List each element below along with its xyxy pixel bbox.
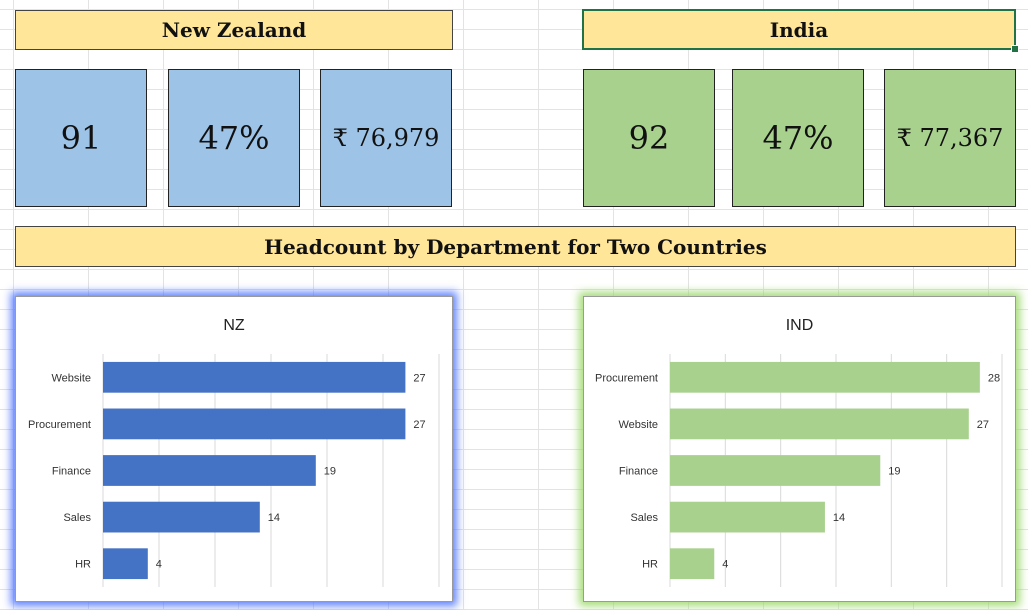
india-category-label: Sales <box>630 512 658 524</box>
india-data-label: 28 <box>988 372 1000 384</box>
nz-data-label: 19 <box>324 466 336 478</box>
india-chart-plot: Procurement 28 Website 27 Finance 19 Sales 14 HR… <box>595 354 1003 587</box>
nz-category-label: Finance <box>52 466 91 478</box>
india-bar-finance[interactable] <box>670 455 881 486</box>
india-kpi-headcount-value: 92 <box>628 119 670 157</box>
india-kpi-percentage-value: 47% <box>762 119 834 157</box>
nz-category-label: Procurement <box>28 419 91 431</box>
selection-fill-handle[interactable] <box>1011 45 1019 53</box>
india-data-label: 14 <box>833 512 845 524</box>
nz-kpi-headcount-value: 91 <box>60 119 102 157</box>
nz-data-label: 27 <box>413 372 425 384</box>
nz-category-label: Website <box>51 372 91 384</box>
india-bar-sales[interactable] <box>670 501 825 533</box>
india-category-label: Finance <box>619 466 658 478</box>
nz-data-label: 14 <box>268 512 280 524</box>
nz-data-label: 4 <box>156 559 162 571</box>
nz-bar-finance[interactable] <box>103 455 316 486</box>
nz-header[interactable]: New Zealand <box>15 10 453 50</box>
india-header[interactable]: India <box>582 9 1019 53</box>
banner-title[interactable]: Headcount by Department for Two Countrie… <box>15 226 1016 267</box>
india-bar-hr[interactable] <box>670 548 715 580</box>
nz-category-label: HR <box>75 559 91 571</box>
india-kpi-headcount[interactable]: 92 <box>583 69 715 207</box>
nz-bar-website[interactable] <box>103 361 406 393</box>
nz-bar-hr[interactable] <box>103 548 148 580</box>
nz-category-label: Sales <box>63 512 91 524</box>
nz-kpi-salary-value: ₹ 76,979 <box>332 124 440 152</box>
india-category-label: Procurement <box>595 372 658 384</box>
india-kpi-salary[interactable]: ₹ 77,367 <box>884 69 1016 207</box>
nz-kpi-percentage[interactable]: 47% <box>168 69 300 207</box>
nz-bar-procurement[interactable] <box>103 408 406 440</box>
india-category-label: Website <box>618 419 658 431</box>
india-category-label: HR <box>642 559 658 571</box>
nz-bar-sales[interactable] <box>103 501 260 533</box>
india-kpi-salary-value: ₹ 77,367 <box>896 124 1004 152</box>
india-data-label: 27 <box>977 419 989 431</box>
nz-chart-title: NZ <box>223 317 245 334</box>
india-kpi-percentage[interactable]: 47% <box>732 69 864 207</box>
india-chart-title: IND <box>785 317 814 334</box>
nz-chart[interactable]: NZ Website 27 Procurement 27 Finance 19 Sales 1… <box>15 296 453 602</box>
nz-kpi-percentage-value: 47% <box>198 119 270 157</box>
nz-kpi-headcount[interactable]: 91 <box>15 69 147 207</box>
india-data-label: 19 <box>888 466 900 478</box>
nz-data-label: 27 <box>413 419 425 431</box>
india-bar-website[interactable] <box>670 408 969 440</box>
india-chart[interactable]: IND Procurement 28 Website 27 Finance 19 Sales… <box>583 296 1016 602</box>
nz-kpi-salary[interactable]: ₹ 76,979 <box>320 69 452 207</box>
india-header-label: India <box>769 17 829 42</box>
nz-chart-plot: Website 27 Procurement 27 Finance 19 Sales 14 HR… <box>28 354 440 587</box>
india-bar-procurement[interactable] <box>670 361 980 393</box>
india-data-label: 4 <box>722 559 728 571</box>
